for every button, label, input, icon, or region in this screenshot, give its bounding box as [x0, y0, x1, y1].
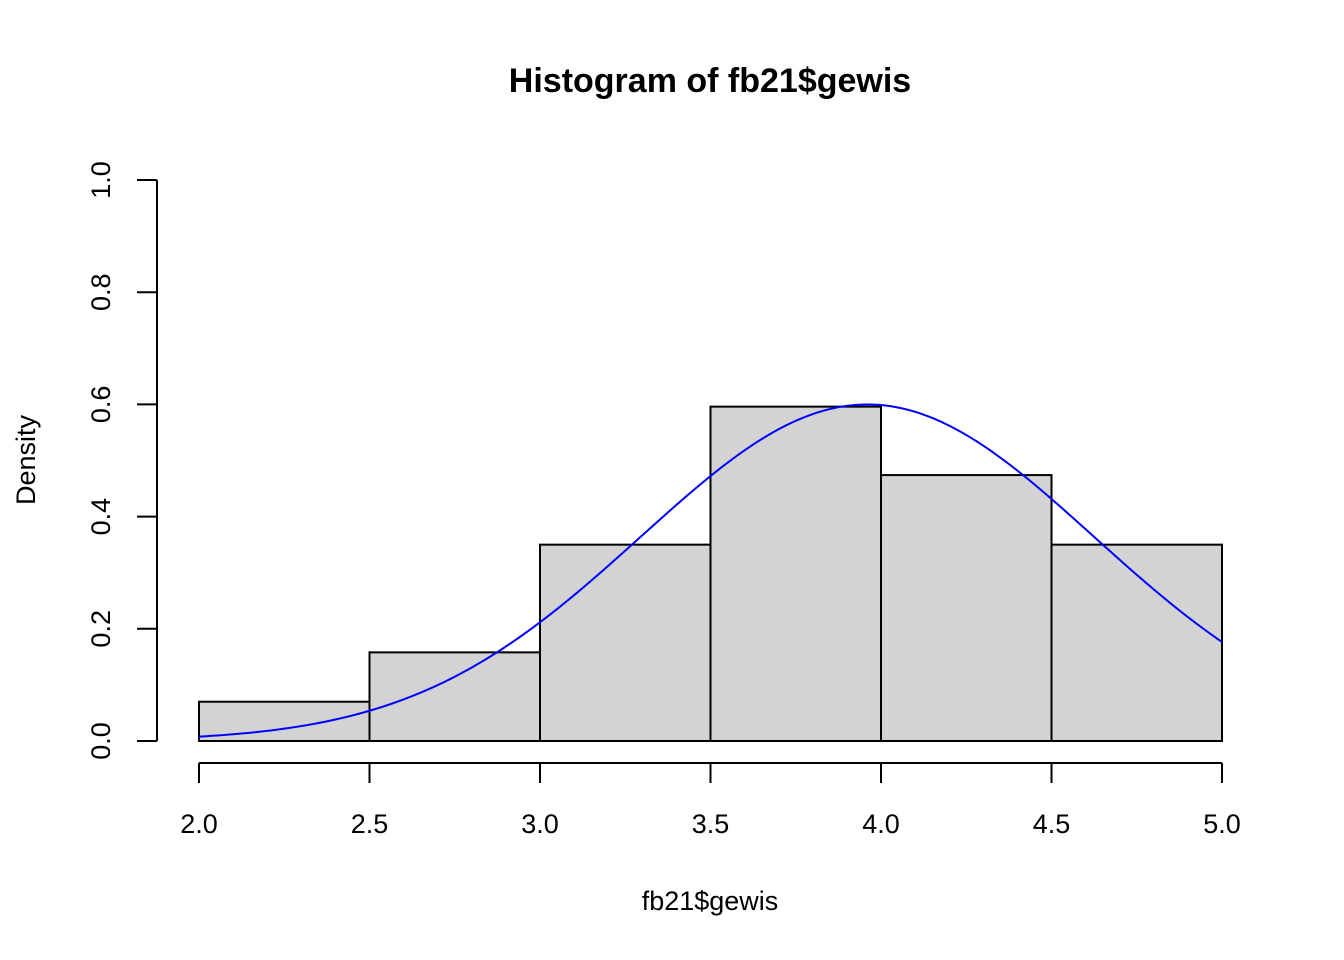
- histogram-bar-3: [539, 543, 712, 743]
- x-tick-label: 2.0: [180, 809, 218, 839]
- x-tick-label: 5.0: [1203, 809, 1241, 839]
- y-tick-label: 1.0: [86, 161, 116, 199]
- normal-density-curve: [198, 403, 1223, 738]
- y-axis: 0.0 0.2 0.4 0.6 0.8 1.0: [86, 161, 158, 760]
- histogram-bars: [198, 405, 1223, 743]
- histogram-bar-6: [1050, 543, 1223, 743]
- x-tick-label: 2.5: [351, 809, 389, 839]
- x-tick-label: 4.0: [862, 809, 900, 839]
- x-tick-label: 3.0: [521, 809, 559, 839]
- y-axis-label: Density: [11, 414, 41, 505]
- chart-title: Histogram of fb21$gewis: [509, 62, 911, 100]
- histogram-bar-2: [368, 651, 541, 742]
- histogram-bar-5: [880, 474, 1053, 742]
- x-tick-label: 4.5: [1033, 809, 1071, 839]
- y-tick-label: 0.8: [86, 273, 116, 311]
- y-tick-label: 0.6: [86, 386, 116, 424]
- y-tick-label: 0.4: [86, 498, 116, 536]
- x-tick-label: 3.5: [692, 809, 730, 839]
- y-tick-label: 0.0: [86, 722, 116, 760]
- x-axis-label: fb21$gewis: [642, 886, 779, 916]
- histogram-bar-4: [709, 405, 882, 742]
- y-tick-label: 0.2: [86, 610, 116, 648]
- x-axis: 2.0 2.5 3.0 3.5 4.0 4.5 5.0: [180, 762, 1241, 839]
